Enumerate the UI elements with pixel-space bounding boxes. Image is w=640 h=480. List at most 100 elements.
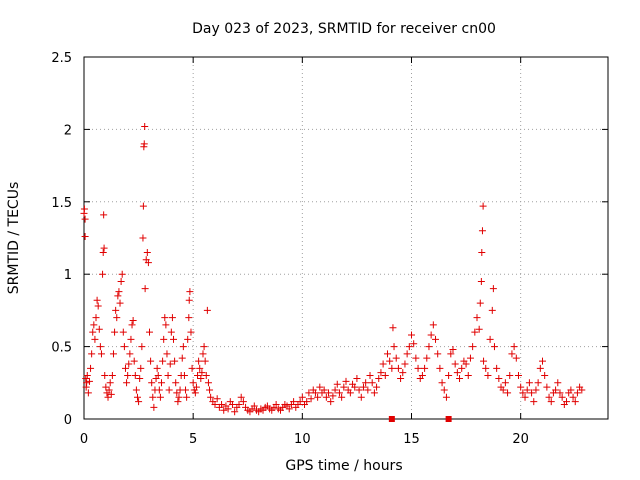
data-point bbox=[552, 386, 560, 394]
data-point bbox=[442, 393, 450, 401]
data-point bbox=[532, 386, 540, 394]
data-point bbox=[320, 386, 328, 394]
data-point bbox=[578, 386, 586, 394]
data-point bbox=[359, 383, 367, 391]
data-point bbox=[100, 211, 108, 219]
data-point bbox=[101, 372, 109, 380]
data-point bbox=[573, 389, 581, 397]
data-point bbox=[158, 379, 166, 387]
data-point bbox=[464, 372, 472, 380]
data-point bbox=[346, 389, 354, 397]
data-point bbox=[495, 374, 503, 382]
data-point bbox=[545, 393, 553, 401]
data-point bbox=[479, 202, 487, 210]
y-tick-label: 0 bbox=[64, 413, 72, 428]
data-point bbox=[92, 314, 100, 322]
data-point bbox=[105, 386, 113, 394]
data-point bbox=[432, 335, 440, 343]
data-point bbox=[90, 321, 98, 329]
data-point bbox=[364, 386, 372, 394]
data-point bbox=[357, 393, 365, 401]
data-point bbox=[84, 389, 92, 397]
data-point bbox=[127, 335, 135, 343]
data-point bbox=[375, 374, 383, 382]
data-point bbox=[201, 357, 209, 365]
y-tick-label: 0.5 bbox=[51, 341, 72, 356]
data-point bbox=[174, 398, 182, 406]
data-point bbox=[290, 398, 298, 406]
data-point bbox=[473, 314, 481, 322]
data-point bbox=[541, 372, 549, 380]
data-point-square bbox=[388, 416, 395, 422]
data-point bbox=[436, 364, 444, 372]
data-point bbox=[478, 227, 486, 235]
data-point bbox=[185, 296, 193, 304]
data-point bbox=[458, 364, 466, 372]
data-point bbox=[543, 383, 551, 391]
data-point bbox=[558, 393, 566, 401]
data-point bbox=[180, 372, 188, 380]
data-point bbox=[440, 386, 448, 394]
data-point bbox=[133, 393, 141, 401]
data-point bbox=[333, 380, 341, 388]
data-point bbox=[132, 386, 140, 394]
data-point bbox=[206, 386, 214, 394]
data-point bbox=[388, 364, 396, 372]
data-point bbox=[366, 372, 374, 380]
data-point bbox=[462, 360, 470, 368]
data-point bbox=[231, 408, 239, 416]
data-point bbox=[390, 343, 398, 351]
data-point bbox=[163, 350, 171, 358]
data-point bbox=[410, 340, 418, 348]
data-point bbox=[331, 386, 339, 394]
data-point bbox=[567, 386, 575, 394]
data-point bbox=[118, 270, 126, 278]
data-point bbox=[504, 389, 512, 397]
data-point bbox=[99, 270, 107, 278]
data-point bbox=[141, 123, 149, 131]
data-point bbox=[471, 328, 479, 336]
data-point bbox=[480, 357, 488, 365]
data-point bbox=[173, 389, 181, 397]
data-point bbox=[482, 364, 490, 372]
data-point bbox=[109, 350, 117, 358]
data-point bbox=[539, 357, 546, 365]
data-point-square bbox=[445, 416, 452, 422]
data-point bbox=[521, 393, 529, 401]
data-point bbox=[112, 306, 120, 314]
data-point bbox=[154, 372, 162, 380]
data-point bbox=[523, 386, 531, 394]
data-point bbox=[128, 321, 136, 329]
data-point bbox=[438, 379, 446, 387]
data-point bbox=[453, 369, 461, 377]
data-point bbox=[97, 350, 105, 358]
data-point bbox=[427, 331, 435, 339]
data-point bbox=[499, 386, 507, 394]
data-point bbox=[355, 386, 363, 394]
y-axis-title: SRMTID / TECUs bbox=[6, 182, 22, 295]
data-point bbox=[556, 389, 564, 397]
data-point bbox=[314, 393, 322, 401]
data-point bbox=[250, 402, 258, 410]
data-point bbox=[199, 350, 207, 358]
data-point bbox=[510, 343, 518, 351]
data-point bbox=[335, 389, 343, 397]
data-point bbox=[434, 350, 442, 358]
data-point bbox=[107, 390, 115, 398]
data-point bbox=[144, 259, 152, 267]
data-point bbox=[131, 372, 139, 380]
data-point bbox=[124, 372, 132, 380]
data-point bbox=[172, 379, 180, 387]
data-point bbox=[405, 343, 413, 351]
data-point bbox=[547, 398, 555, 406]
data-point bbox=[408, 331, 415, 339]
data-point bbox=[119, 328, 127, 336]
data-point bbox=[373, 383, 381, 391]
data-point bbox=[418, 372, 426, 380]
data-point bbox=[386, 357, 394, 365]
data-point bbox=[111, 328, 119, 336]
data-point bbox=[368, 379, 376, 387]
data-point bbox=[147, 357, 155, 365]
data-point bbox=[87, 364, 95, 372]
data-point bbox=[228, 401, 236, 409]
